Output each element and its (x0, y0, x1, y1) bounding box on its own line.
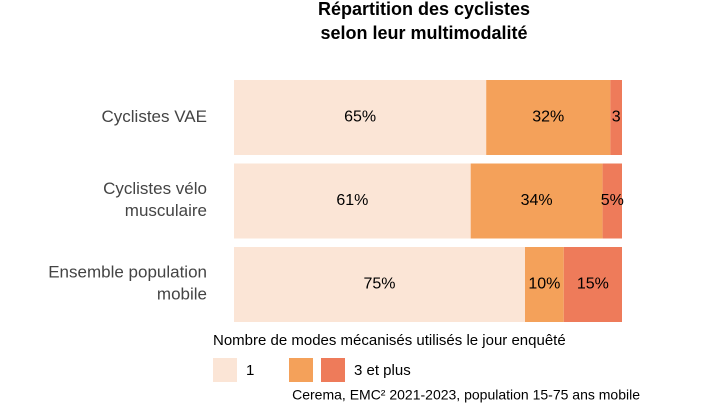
bar-segment (525, 247, 564, 322)
caption: Cerema, EMC² 2021-2023, population 15-75… (292, 387, 640, 403)
value-label: 5% (601, 192, 624, 209)
bar-segment (486, 80, 611, 155)
value-label: 3 (612, 109, 621, 126)
value-label: 15% (577, 276, 609, 293)
legend-swatch (213, 358, 237, 382)
value-label: 34% (521, 192, 553, 209)
value-label: 32% (532, 109, 564, 126)
legend-label: 1 (246, 362, 254, 379)
bar-segment (234, 247, 525, 322)
value-label: 75% (363, 276, 395, 293)
category-label: Cyclistes VAE (102, 107, 208, 126)
legend-label: 3 et plus (354, 362, 411, 379)
legend-swatch (289, 358, 313, 382)
bar-segment (610, 80, 622, 155)
legend-title: Nombre de modes mécanisés utilisés le jo… (213, 332, 566, 349)
chart-title: Répartition des cyclistes selon leur mult… (318, 0, 530, 43)
bar-segment (470, 163, 603, 239)
value-label: 61% (336, 192, 368, 209)
category-label: Cyclistes vélo musculaire (103, 179, 207, 220)
value-label: 10% (528, 276, 560, 293)
bar-segment (234, 80, 487, 155)
bar-segment (234, 163, 471, 239)
bar-segment (563, 247, 622, 322)
legend-swatch (321, 358, 345, 382)
bar-segment (602, 163, 622, 239)
value-label: 65% (344, 109, 376, 126)
category-label: Ensemble population mobile (48, 263, 207, 304)
